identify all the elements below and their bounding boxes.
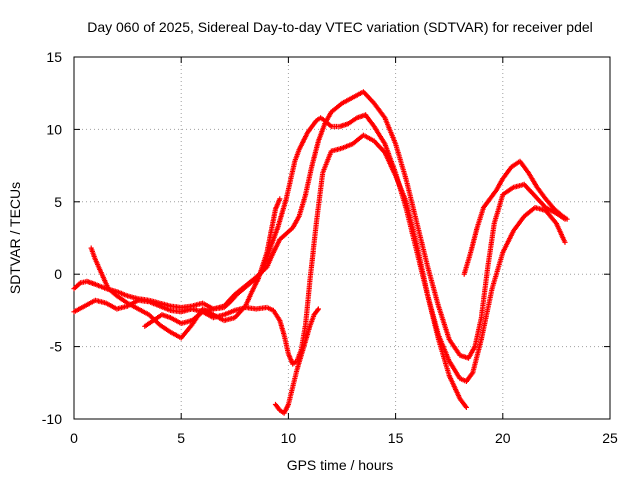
- data-markers: [272, 306, 321, 416]
- grid-lines: [74, 57, 610, 419]
- x-tick-label: 10: [281, 430, 297, 446]
- y-tick-labels: -10 -5 0 5 10 15: [42, 49, 62, 427]
- x-tick-labels: 0 5 10 15 20 25: [70, 430, 618, 446]
- series-trace-5: [272, 306, 321, 416]
- y-tick-label: 10: [46, 121, 62, 137]
- series-trace-4: [142, 112, 469, 410]
- x-tick-label: 5: [177, 430, 185, 446]
- y-axis-label: SDTVAR / TECUs: [7, 182, 23, 294]
- data-markers: [88, 196, 283, 341]
- y-tick-label: -10: [42, 411, 62, 427]
- x-axis-label: GPS time / hours: [287, 457, 394, 473]
- data-markers: [461, 158, 570, 277]
- x-tick-label: 25: [602, 430, 618, 446]
- x-tick-label: 20: [495, 430, 511, 446]
- y-tick-label: -5: [50, 339, 63, 355]
- x-tick-label: 0: [70, 430, 78, 446]
- plot-area-frame: [73, 56, 611, 420]
- data-markers: [142, 112, 469, 410]
- series-trace-6: [461, 158, 570, 277]
- series-trace-3: [88, 196, 283, 341]
- chart-title: Day 060 of 2025, Sidereal Day-to-day VTE…: [87, 19, 593, 35]
- y-tick-label: 15: [46, 49, 62, 65]
- y-tick-label: 0: [54, 266, 62, 282]
- data-points: [71, 89, 570, 416]
- y-tick-label: 5: [54, 194, 62, 210]
- axis-ticks: [73, 56, 611, 420]
- x-tick-label: 15: [388, 430, 404, 446]
